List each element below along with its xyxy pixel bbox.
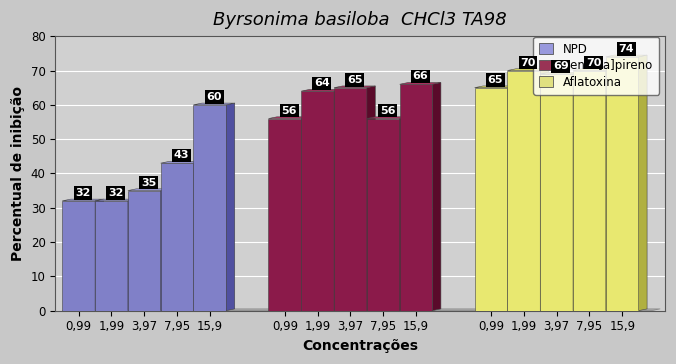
Bar: [161, 163, 193, 310]
Polygon shape: [193, 161, 202, 310]
Polygon shape: [573, 72, 581, 310]
Text: 43: 43: [174, 150, 189, 161]
Text: 65: 65: [347, 75, 362, 85]
Bar: [334, 88, 367, 310]
Y-axis label: Percentual de inibição: Percentual de inibição: [11, 86, 25, 261]
Legend: NPD, Benzo[a]pireno, Aflatoxina: NPD, Benzo[a]pireno, Aflatoxina: [533, 37, 659, 95]
Polygon shape: [268, 117, 310, 119]
Polygon shape: [475, 86, 516, 88]
Polygon shape: [400, 83, 441, 84]
Text: 65: 65: [487, 75, 503, 85]
Polygon shape: [301, 117, 310, 310]
Polygon shape: [161, 189, 169, 310]
Text: 56: 56: [380, 106, 395, 116]
Bar: [301, 91, 334, 310]
Polygon shape: [95, 199, 103, 310]
Polygon shape: [606, 55, 647, 57]
Text: 70: 70: [521, 58, 536, 68]
Polygon shape: [95, 199, 137, 201]
Bar: [62, 201, 95, 310]
Bar: [367, 119, 400, 310]
Bar: [540, 74, 573, 310]
Text: 56: 56: [281, 106, 297, 116]
Text: 64: 64: [314, 78, 330, 88]
Bar: [573, 71, 606, 310]
Polygon shape: [301, 90, 343, 91]
Text: 32: 32: [108, 188, 124, 198]
Text: 66: 66: [412, 71, 428, 82]
Polygon shape: [334, 90, 343, 310]
Bar: [475, 88, 508, 310]
Bar: [268, 119, 301, 310]
Bar: [95, 201, 128, 310]
Polygon shape: [128, 189, 169, 191]
Polygon shape: [367, 117, 408, 119]
Polygon shape: [540, 69, 549, 310]
Polygon shape: [433, 83, 441, 310]
Polygon shape: [508, 69, 549, 71]
Polygon shape: [334, 86, 375, 88]
Bar: [508, 71, 540, 310]
X-axis label: Concentrações: Concentrações: [302, 339, 418, 353]
Polygon shape: [62, 309, 660, 310]
Polygon shape: [161, 161, 202, 163]
Text: 74: 74: [619, 44, 634, 54]
Text: 69: 69: [553, 61, 569, 71]
Polygon shape: [540, 72, 581, 74]
Polygon shape: [367, 86, 375, 310]
Text: 35: 35: [141, 178, 156, 188]
Polygon shape: [400, 117, 408, 310]
Polygon shape: [226, 103, 235, 310]
Polygon shape: [573, 69, 614, 71]
Text: 32: 32: [75, 188, 91, 198]
Polygon shape: [62, 199, 103, 201]
Polygon shape: [606, 69, 614, 310]
Bar: [128, 191, 161, 310]
Polygon shape: [193, 103, 235, 105]
Text: 60: 60: [206, 92, 222, 102]
Polygon shape: [639, 55, 647, 310]
Polygon shape: [508, 86, 516, 310]
Bar: [400, 84, 433, 310]
Text: 70: 70: [586, 58, 602, 68]
Bar: [193, 105, 226, 310]
Polygon shape: [128, 199, 137, 310]
Bar: [606, 57, 639, 310]
Title: Byrsonima basiloba  CHCl3 TA98: Byrsonima basiloba CHCl3 TA98: [213, 11, 507, 29]
